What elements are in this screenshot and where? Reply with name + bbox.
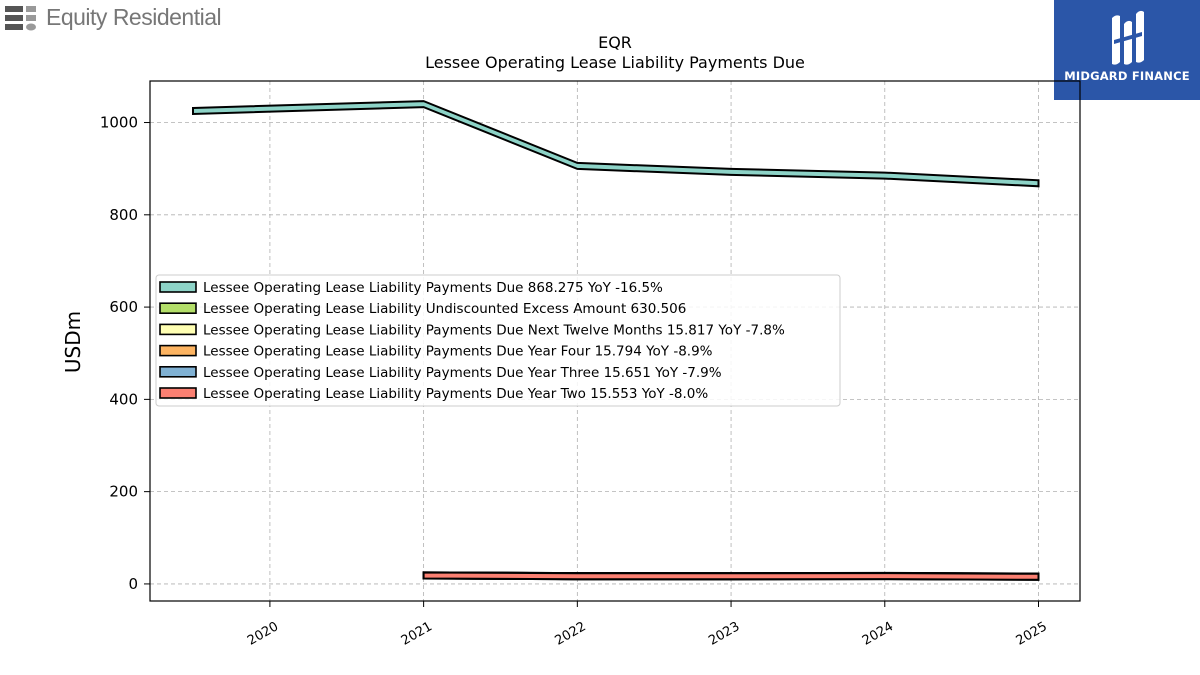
- legend-entry: Lessee Operating Lease Liability Payment…: [203, 322, 785, 338]
- legend-swatch: [159, 344, 197, 357]
- y-tick-label: 0: [128, 575, 138, 593]
- legend-swatch: [159, 323, 197, 336]
- legend-swatch: [159, 365, 197, 378]
- equity-residential-logo: Equity Residential: [0, 0, 240, 40]
- x-tick-label: 2023: [706, 619, 742, 649]
- midgard-finance-logo: MIDGARD FINANCE: [1054, 0, 1200, 100]
- equity-residential-logo-icon: [5, 6, 36, 31]
- chart-title: EQR: [598, 33, 632, 52]
- plot-frame: [149, 80, 1081, 602]
- legend-swatch: [159, 281, 197, 293]
- x-tick-label: 2021: [399, 619, 435, 649]
- series-layer: [192, 100, 1040, 581]
- legend-entry: Lessee Operating Lease Liability Payment…: [203, 344, 713, 360]
- x-tick-label: 2022: [553, 619, 589, 649]
- legend-swatch: [159, 302, 197, 315]
- series-band-5: [422, 571, 1040, 581]
- y-tick-label: 200: [109, 483, 138, 501]
- midgard-finance-logo-text: MIDGARD FINANCE: [1064, 69, 1190, 83]
- legend: Lessee Operating Lease Liability Payment…: [155, 274, 841, 407]
- legend-swatch: [159, 387, 197, 399]
- midgard-finance-logo-icon: [1112, 10, 1144, 65]
- y-axis-label: USDm: [61, 311, 85, 373]
- x-tick-label: 2024: [860, 619, 896, 649]
- equity-residential-logo-text: Equity Residential: [46, 4, 222, 30]
- y-tick-label: 600: [109, 298, 138, 316]
- legend-entry: Lessee Operating Lease Liability Payment…: [203, 386, 708, 402]
- y-tick-label: 800: [109, 206, 138, 224]
- series-band-0: [192, 100, 1040, 188]
- legend-entry: Lessee Operating Lease Liability Payment…: [203, 280, 663, 296]
- legend-entry: Lessee Operating Lease Liability Undisco…: [203, 301, 686, 317]
- y-tick-label: 1000: [100, 114, 138, 132]
- legend-entry: Lessee Operating Lease Liability Payment…: [203, 365, 722, 381]
- legend-box: [155, 274, 841, 407]
- x-tick-label: 2020: [245, 619, 281, 649]
- x-tick-label: 2025: [1014, 619, 1050, 649]
- chart-subtitle: Lessee Operating Lease Liability Payment…: [425, 53, 805, 72]
- y-tick-label: 400: [109, 390, 138, 408]
- y-axis: 0 200 400 600 800 1000: [100, 114, 150, 593]
- x-axis: 2020 2021 2022 2023 2024 2025: [245, 601, 1050, 649]
